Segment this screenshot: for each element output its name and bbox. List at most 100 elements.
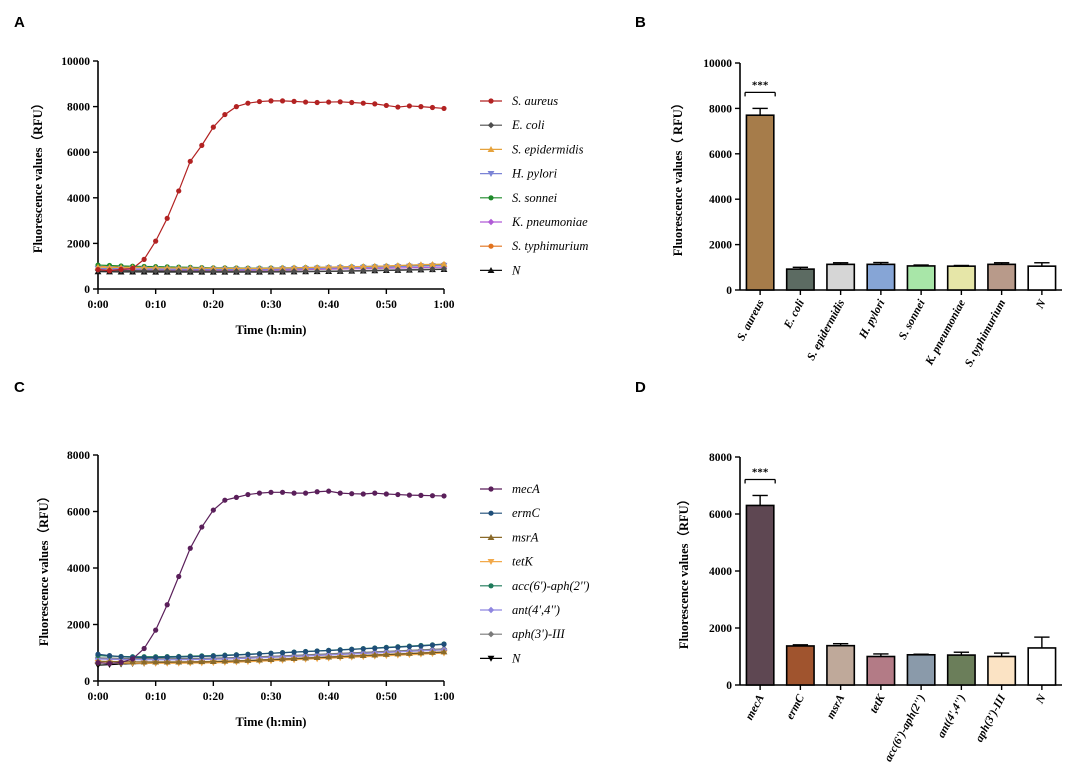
panel-c-series-ermc-point — [418, 643, 424, 649]
panel-a-series-s-epidermidis-point — [221, 264, 229, 271]
panel-a-series-s-aureus-point — [303, 99, 309, 105]
panel-a-series-s-epidermidis-point — [429, 260, 436, 267]
panel-b-y-tick-label: 10000 — [703, 58, 732, 70]
panel-c-series-meca-point — [222, 497, 228, 503]
panel-a-legend-entry: S. typhimurium — [512, 239, 588, 253]
panel-a-legend-entry: H. pylori — [511, 167, 558, 181]
panel-c-series-msra-point — [406, 649, 413, 656]
panel-c-legend-entry: N — [511, 651, 521, 665]
panel-d-bar-n — [1027, 647, 1057, 686]
panel-d-category-label: tetK — [868, 692, 888, 716]
panel-a-x-tick-label: 0:10 — [145, 299, 166, 311]
panel-d-bar-aph-3-iii — [987, 655, 1017, 686]
panel-c-series-msra-point — [233, 657, 240, 664]
panel-a-legend-marker — [487, 218, 495, 226]
panel-c-series-msra-point — [186, 658, 194, 665]
panel-c-series-msra-point — [302, 654, 309, 661]
panel-a-series-s-aureus-point — [130, 265, 136, 272]
panel-c-series-meca-point — [233, 494, 239, 500]
panel-c-legend-marker — [487, 559, 495, 565]
panel-a-series-e-coli-point — [348, 267, 355, 274]
panel-c-series-meca-line — [97, 490, 445, 665]
panel-a-series-s-aureus-point — [106, 268, 113, 274]
panel-a-series-e-coli-point — [221, 268, 229, 275]
panel-c-legend-marker — [487, 631, 495, 638]
panel-a-series-e-coli-point — [267, 268, 275, 275]
panel-c-series-meca-point — [429, 493, 436, 499]
panel-b-significance-label: *** — [752, 79, 769, 91]
panel-a-x-tick-label: 0:50 — [376, 299, 397, 311]
panel-c-series-meca-point — [153, 627, 159, 633]
panel-a-series-s-epidermidis-point — [290, 264, 298, 271]
panel-a-series-s-aureus-point — [268, 98, 274, 104]
panel-a-y-tick-label: 0 — [84, 284, 90, 296]
panel-a-series-e-coli-point — [383, 266, 390, 274]
panel-d-y-tick-label: 4000 — [709, 566, 732, 578]
panel-c-series-ermc-point — [199, 653, 205, 660]
panel-a-series-e-coli-point — [371, 267, 378, 274]
panel-c-series-meca-point — [303, 490, 309, 496]
panel-a-series-s-aureus-point — [187, 158, 193, 164]
panel-c-series-meca-point — [279, 489, 286, 495]
panel-c-series-ermc-point — [326, 647, 332, 654]
panel-c-legend-entry: aph(3')-III — [512, 627, 565, 641]
panel-d-bar-tetk — [866, 655, 896, 686]
panel-c-series-msra-point — [163, 658, 171, 665]
panel-c-legend-entry: ant(4',4'') — [512, 603, 560, 617]
panel-a-series-e-coli-point — [164, 267, 171, 275]
panel-a-series-e-coli-point — [417, 266, 425, 273]
panel-b-category-label: S. sonnei — [897, 297, 928, 342]
panel-c-series-ermc-point — [383, 645, 389, 651]
panel-a-series-s-aureus-point — [164, 215, 170, 221]
panel-c-legend-entry: tetK — [512, 555, 533, 569]
panel-a-series-s-aureus-point — [383, 102, 389, 109]
panel-a-legend-marker — [488, 195, 494, 201]
panel-c-series-ermc-point — [372, 645, 378, 651]
panel-a-series-s-epidermidis-point — [256, 264, 263, 271]
panel-b-y-tick-label: 8000 — [709, 103, 732, 115]
panel-c-series-msra-point — [417, 649, 425, 656]
panel-c-series-ermc-point — [141, 654, 147, 661]
panel-a-series-s-aureus-point — [222, 111, 228, 118]
panel-a-legend-marker — [488, 98, 494, 104]
panel-b-category-label: S. aureus — [735, 297, 767, 343]
panel-a-series-s-aureus-point — [176, 188, 182, 194]
panel-c-series-meca-point — [106, 660, 113, 667]
panel-c-series-msra-point — [348, 652, 356, 659]
panel-a-y-tick-label: 6000 — [67, 147, 90, 159]
panel-a-series-e-coli-point — [152, 267, 159, 275]
panel-a-legend-entry: S. sonnei — [512, 191, 558, 205]
panel-c-series-msra-point — [267, 655, 275, 662]
panel-d-y-tick-label: 2000 — [709, 623, 732, 635]
panel-a-series-s-aureus-point — [95, 267, 101, 273]
panel-c-series-ermc-point — [106, 652, 113, 659]
panel-a-series-e-coli-point — [406, 266, 413, 273]
panel-b-category-label: K. pneumoniae — [923, 298, 968, 368]
panel-a-y-tick-label: 4000 — [67, 193, 90, 205]
panel-a-y-axis-title: Fluorescence values（RFU） — [30, 97, 45, 253]
panel-c-series-meca-point — [441, 493, 447, 499]
panel-a-series-s-aureus-point — [233, 104, 239, 110]
panel-b-y-axis-title: Fluorescence values（ RFU） — [670, 97, 685, 256]
panel-c-series-msra-point — [429, 648, 436, 655]
panel-c-series-meca-point — [406, 492, 412, 498]
panel-a-series-s-epidermidis-point — [394, 262, 402, 269]
panel-a-series-s-aureus-point — [429, 104, 436, 111]
panel-c-series-ermc-point — [314, 648, 320, 654]
panel-a-series-e-coli-point — [429, 265, 436, 273]
panel-a-x-axis-title: Time (h:min) — [236, 323, 307, 337]
panel-c-x-tick-label: 0:10 — [145, 691, 166, 703]
panel-c-series-msra-point — [440, 648, 448, 655]
panel-c-series-msra-point — [152, 658, 160, 665]
panel-b-category-label: S. epidermidis — [805, 297, 847, 362]
panel-c-series-ermc-point — [441, 641, 447, 647]
panel-c-x-tick-label: 0:20 — [203, 691, 224, 703]
panel-a-series-s-aureus-point — [199, 142, 205, 148]
panel-c-series-meca-point — [141, 645, 147, 652]
panel-a-series-s-aureus-point — [118, 266, 124, 272]
panel-c-series-meca-point — [118, 659, 124, 665]
panel-c-series-ermc-point — [291, 649, 297, 655]
panel-c-x-tick-label: 1:00 — [433, 691, 454, 703]
panel-d-bar-acc-6-aph-2 — [906, 653, 936, 686]
